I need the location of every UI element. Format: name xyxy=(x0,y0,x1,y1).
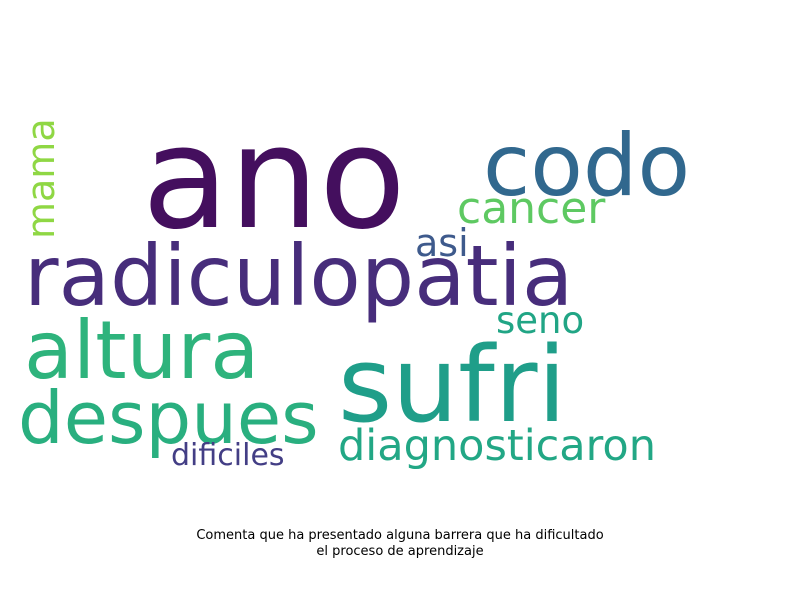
word-dificiles: dificiles xyxy=(171,438,285,473)
word-seno: seno xyxy=(496,299,584,342)
word-asi: asi xyxy=(415,221,469,265)
word-mama: mama xyxy=(19,118,63,239)
figure-caption: Comenta que ha presentado alguna barrera… xyxy=(0,528,800,560)
word-codo: codo xyxy=(483,116,690,216)
word-cancer: cancer xyxy=(457,183,606,234)
caption-line-2: el proceso de aprendizaje xyxy=(316,544,484,559)
word-despues: despues xyxy=(18,376,319,460)
word-ano: ano xyxy=(142,96,406,261)
word-sufri: sufri xyxy=(338,324,566,446)
word-radiculopatia: radiculopatia xyxy=(24,227,573,325)
word-diagnosticaron: diagnosticaron xyxy=(338,421,656,471)
word-altura: altura xyxy=(24,304,259,397)
caption-line-1: Comenta que ha presentado alguna barrera… xyxy=(196,528,604,543)
